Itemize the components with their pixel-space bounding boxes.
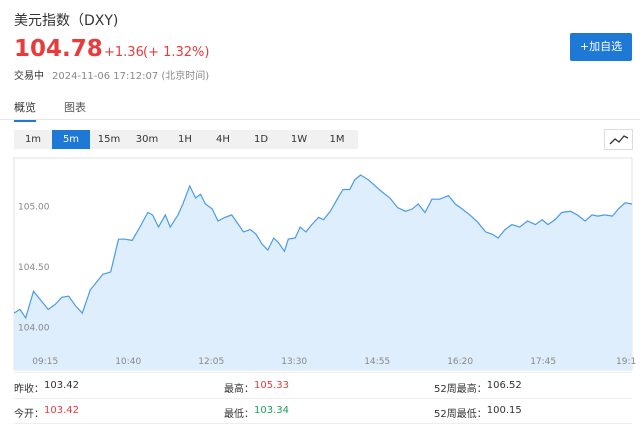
title: 美元指数（DXY) xyxy=(14,13,119,29)
y-tick-label: 105.00 xyxy=(18,202,50,212)
y-tick-label: 104.50 xyxy=(18,263,50,273)
interval-button[interactable]: 15m xyxy=(97,134,121,145)
x-tick-label: 12:05 xyxy=(198,357,224,367)
interval-button[interactable]: 1M xyxy=(329,134,345,145)
stat-label: 52周最低： xyxy=(434,409,487,420)
x-tick-label: 10:40 xyxy=(115,357,141,367)
separator xyxy=(14,398,632,399)
stat-label: 52周最高： xyxy=(434,384,487,395)
interval-bar: 1m 5m 15m 30m 1H 4H 1D 1W 1M xyxy=(14,130,358,149)
change: +1.36 xyxy=(104,45,144,60)
change-pct: (+ 1.32%) xyxy=(143,45,210,60)
interval-button[interactable]: 30m xyxy=(135,134,159,145)
separator xyxy=(14,423,632,424)
plot-border xyxy=(13,157,633,371)
x-tick-label: 13:30 xyxy=(281,357,307,367)
timestamp: 2024-11-06 17:12:07 (北京时间) xyxy=(52,71,210,82)
stat-label: 昨收： xyxy=(14,384,44,395)
x-tick-label: 19:1 xyxy=(616,357,636,367)
stat-value: 106.52 xyxy=(486,380,522,391)
tab[interactable]: 图表 xyxy=(64,101,86,114)
icon xyxy=(609,135,629,145)
price: 104.78 xyxy=(14,36,103,62)
y-tick-label: 104.00 xyxy=(18,324,50,334)
interval-button[interactable]: 1H xyxy=(178,134,192,145)
stat-label: 最低： xyxy=(224,409,254,420)
stat-value: 103.42 xyxy=(44,405,79,416)
separator xyxy=(14,372,632,373)
stat-label: 最高： xyxy=(224,384,254,395)
x-tick-label: 14:55 xyxy=(364,357,390,367)
area xyxy=(14,175,632,370)
add-watchlist[interactable]: +加自选 xyxy=(570,33,632,61)
interval-button[interactable]: 5m xyxy=(52,130,90,149)
x-tick-label: 17:45 xyxy=(530,357,556,367)
interval-button[interactable]: 4H xyxy=(216,134,230,145)
interval-button[interactable]: 1m xyxy=(24,134,42,145)
chart-type-button[interactable] xyxy=(604,129,633,150)
stat-value: 105.33 xyxy=(254,380,289,391)
status: 交易中 xyxy=(14,71,44,82)
tab[interactable]: 概览 xyxy=(14,99,36,122)
stat-value: 100.15 xyxy=(486,405,522,416)
stat-value: 103.34 xyxy=(254,405,289,416)
price-line xyxy=(13,174,633,320)
divider xyxy=(0,119,640,120)
x-tick-label: 09:15 xyxy=(32,357,58,367)
interval-button[interactable]: 1W xyxy=(290,134,308,145)
interval-button[interactable]: 1D xyxy=(253,134,269,145)
stat-label: 今开： xyxy=(14,409,44,420)
x-tick-label: 16:20 xyxy=(447,357,473,367)
stat-value: 103.42 xyxy=(44,380,79,391)
